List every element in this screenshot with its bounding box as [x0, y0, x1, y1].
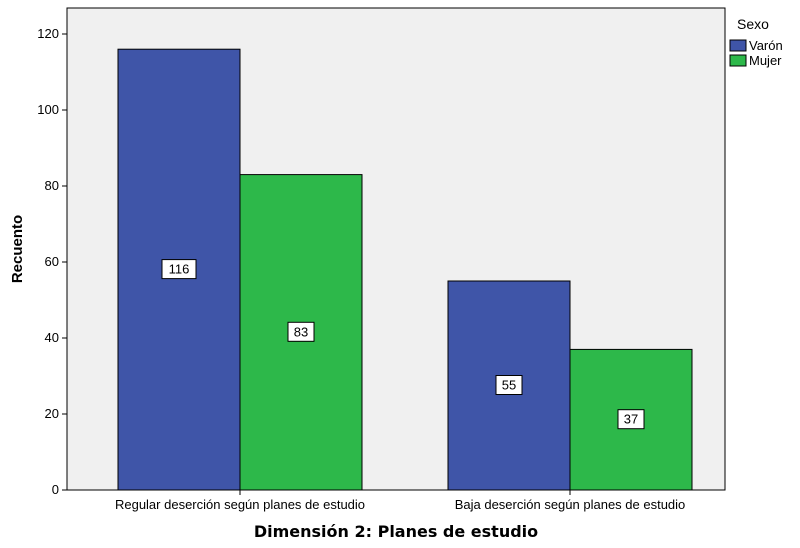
- data-label-box: [287, 321, 315, 342]
- y-tick-label: 120: [37, 26, 59, 41]
- x-category-label: Regular deserción según planes de estudi…: [115, 497, 365, 512]
- y-tick-label: 100: [37, 102, 59, 117]
- legend-label: Varón: [749, 38, 783, 53]
- y-axis-title: Recuento: [9, 215, 26, 283]
- data-labels: 116 83 55 37: [161, 259, 645, 430]
- legend-label: Mujer: [749, 53, 782, 68]
- data-label-box: [495, 375, 523, 395]
- data-label: 37: [624, 412, 638, 427]
- data-label-box: [161, 259, 197, 280]
- legend-swatch-varon: [729, 39, 747, 52]
- y-tick-label: 80: [45, 178, 59, 193]
- data-label: 55: [502, 378, 516, 393]
- data-label-box: [617, 409, 645, 430]
- x-category-label: Baja deserción según planes de estudio: [455, 497, 686, 512]
- y-axis: 0 20 40 60 80 100 120: [37, 26, 67, 497]
- x-axis-category-labels: Regular deserción según planes de estudi…: [115, 490, 685, 512]
- legend-title: Sexo: [737, 16, 769, 32]
- y-tick-label: 0: [52, 482, 59, 497]
- legend-swatch-mujer: [729, 54, 747, 67]
- y-tick-label: 60: [45, 254, 59, 269]
- y-tick-label: 20: [45, 406, 59, 421]
- y-tick-label: 40: [45, 330, 59, 345]
- x-axis-title: Dimensión 2: Planes de estudio: [254, 522, 538, 541]
- data-label: 83: [294, 324, 308, 339]
- data-label: 116: [169, 262, 190, 277]
